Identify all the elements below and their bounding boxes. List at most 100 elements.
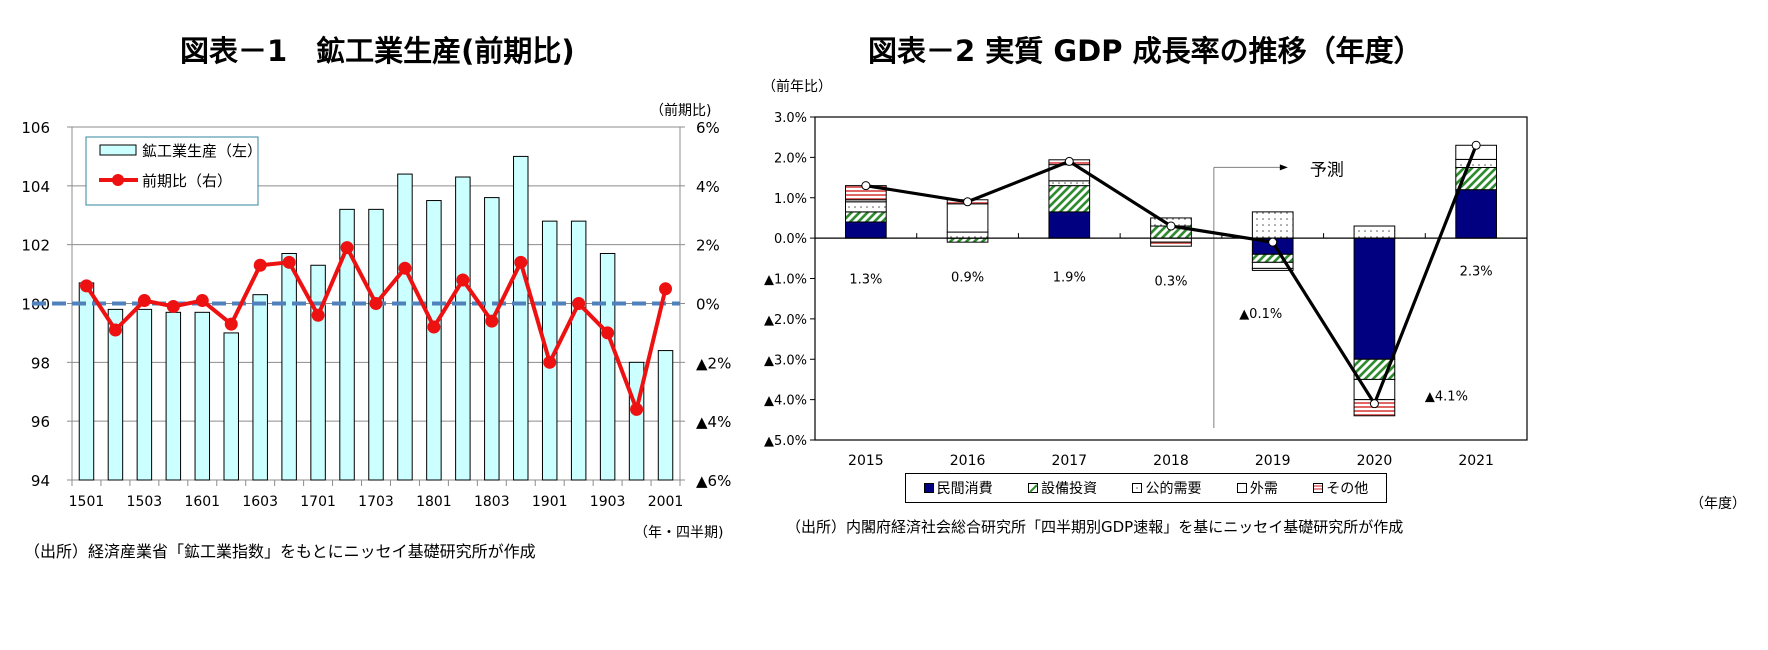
bar-1502 bbox=[107, 308, 124, 481]
y-tick-label: 0.0% bbox=[774, 232, 807, 247]
legend-line-marker-icon bbox=[112, 174, 124, 186]
qoq-point-1703 bbox=[369, 297, 383, 310]
data-label-2018: 0.3% bbox=[1154, 275, 1187, 290]
legend-label: 公的需要 bbox=[1145, 481, 1202, 497]
segment-2015-0 bbox=[845, 221, 887, 239]
gdp-point-2017 bbox=[1064, 156, 1074, 166]
x-tick-label: 1701 bbox=[300, 494, 336, 510]
segment-2015-2 bbox=[845, 201, 887, 213]
qoq-point-1901 bbox=[543, 355, 557, 369]
chart1-x-axis-label: （年・四半期) bbox=[634, 525, 724, 541]
chart2-x-axis-label: （年度） bbox=[1690, 496, 1746, 512]
data-label-2020: ▲4.1% bbox=[1425, 390, 1468, 405]
bar-1504 bbox=[165, 311, 182, 481]
bar-2001 bbox=[657, 350, 674, 481]
qoq-point-1602 bbox=[224, 317, 238, 331]
qoq-point-1603 bbox=[253, 258, 267, 272]
y-tick-label: ▲4.0% bbox=[764, 394, 807, 409]
bar-1804 bbox=[513, 155, 529, 481]
gdp-point-2020 bbox=[1369, 399, 1379, 409]
segment-2015-1 bbox=[845, 211, 887, 223]
right-tick-label: 0% bbox=[696, 296, 720, 314]
segment-2020-0 bbox=[1353, 237, 1396, 360]
bar-1702 bbox=[339, 208, 355, 481]
x-tick-label: 2021 bbox=[1458, 453, 1494, 469]
bar-1501 bbox=[78, 282, 95, 481]
qoq-point-1803 bbox=[485, 314, 499, 328]
x-tick-label: 1501 bbox=[69, 494, 105, 510]
qoq-point-1502 bbox=[108, 323, 122, 337]
legend-bar-swatch-icon bbox=[99, 144, 137, 156]
left-tick-label: 96 bbox=[31, 413, 50, 431]
bar-1903 bbox=[599, 252, 616, 481]
segment-2016-3 bbox=[946, 203, 989, 233]
qoq-point-1501 bbox=[79, 279, 93, 293]
segment-2019-4 bbox=[1251, 267, 1294, 271]
legend-label: 民間消費 bbox=[936, 481, 993, 497]
right-tick-label: 2% bbox=[696, 237, 720, 255]
legend-item-capex: 設備投資 bbox=[1028, 478, 1097, 498]
segment-2021-2 bbox=[1455, 158, 1497, 168]
x-tick-label: 1903 bbox=[590, 494, 626, 510]
y-tick-label: ▲2.0% bbox=[764, 313, 807, 328]
plot-area bbox=[814, 116, 1528, 441]
bar-1701 bbox=[310, 264, 326, 481]
bar-1602 bbox=[223, 332, 239, 481]
qoq-point-1503 bbox=[137, 294, 151, 308]
qoq-point-1801 bbox=[427, 320, 441, 334]
x-tick-label: 1703 bbox=[358, 494, 394, 510]
chart2-source: （出所）内閣府経済社会総合研究所「四半期別GDP速報」を基にニッセイ基礎研究所が… bbox=[786, 518, 1404, 536]
chart2-y-axis-label: （前年比） bbox=[762, 79, 832, 95]
legend-item-private-consumption: 民間消費 bbox=[923, 478, 993, 498]
legend-swatch-hatch-icon bbox=[1028, 483, 1039, 493]
gdp-point-2015 bbox=[861, 181, 871, 191]
x-tick-label: 2016 bbox=[950, 453, 986, 469]
legend-swatch-navy-icon bbox=[923, 483, 934, 493]
qoq-point-2001 bbox=[659, 282, 673, 296]
qoq-point-1902 bbox=[572, 297, 586, 310]
data-label-2015: 1.3% bbox=[849, 273, 882, 288]
x-tick-label: 2015 bbox=[848, 453, 884, 469]
x-tick-label: 2017 bbox=[1051, 453, 1087, 469]
bar-1604 bbox=[281, 252, 297, 481]
gdp-point-2019 bbox=[1268, 237, 1278, 247]
left-tick-label: 102 bbox=[21, 237, 50, 255]
bar-1902 bbox=[570, 220, 587, 481]
bar-1603 bbox=[252, 294, 268, 481]
segment-2019-2 bbox=[1251, 211, 1294, 239]
y-tick-label: ▲1.0% bbox=[764, 273, 807, 288]
y-tick-label: ▲3.0% bbox=[764, 353, 807, 368]
y-tick-label: 1.0% bbox=[774, 192, 807, 207]
bar-1503 bbox=[136, 308, 153, 481]
x-tick-label: 1803 bbox=[474, 494, 510, 510]
data-label-2016: 0.9% bbox=[951, 270, 984, 285]
qoq-point-1704 bbox=[398, 261, 412, 275]
x-tick-label: 1503 bbox=[127, 494, 163, 510]
right-tick-label: 4% bbox=[696, 178, 720, 196]
bar-1803 bbox=[484, 197, 500, 481]
qoq-point-1604 bbox=[282, 255, 296, 269]
chart2-legend: 民間消費 設備投資 公的需要 外需 その他 bbox=[905, 473, 1387, 503]
forecast-annotation: 予測 bbox=[1310, 160, 1344, 180]
legend-label: その他 bbox=[1326, 481, 1369, 497]
legend-swatch-stripes-icon bbox=[1313, 483, 1324, 493]
legend-label-qoq: 前期比（右） bbox=[142, 172, 232, 190]
left-tick-label: 104 bbox=[21, 178, 50, 196]
data-label-2017: 1.9% bbox=[1053, 270, 1086, 285]
y-tick-label: ▲5.0% bbox=[764, 434, 807, 449]
chart2-title: 図表－2 実質 GDP 成長率の推移（年度） bbox=[868, 34, 1423, 68]
qoq-point-1903 bbox=[601, 326, 615, 340]
qoq-point-1601 bbox=[195, 294, 209, 308]
x-tick-label: 2019 bbox=[1255, 453, 1291, 469]
qoq-point-1504 bbox=[166, 299, 180, 313]
qoq-point-1802 bbox=[456, 273, 470, 287]
legend-label-production: 鉱工業生産（左） bbox=[142, 142, 262, 160]
bar-1601 bbox=[194, 311, 211, 481]
bar-1801 bbox=[426, 200, 442, 481]
x-tick-label: 2001 bbox=[648, 494, 684, 510]
x-tick-label: 1601 bbox=[184, 494, 220, 510]
qoq-point-1904 bbox=[630, 402, 644, 416]
segment-2021-0 bbox=[1455, 189, 1497, 239]
segment-2016-1 bbox=[946, 237, 989, 243]
segment-2020-2 bbox=[1353, 225, 1396, 239]
